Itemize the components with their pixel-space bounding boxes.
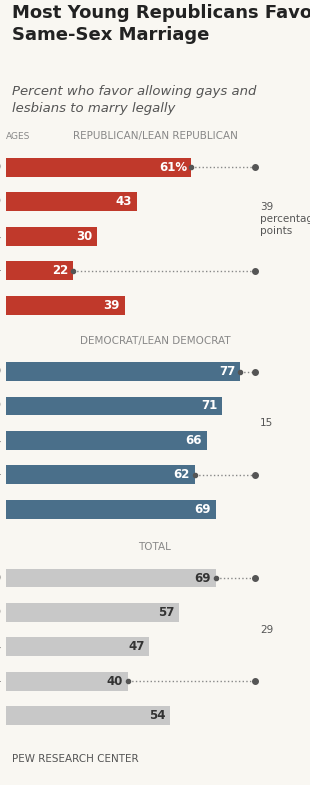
Text: 54: 54 <box>149 709 166 722</box>
Text: 65+: 65+ <box>0 469 2 481</box>
Bar <box>6 296 125 315</box>
Text: 30: 30 <box>77 230 93 243</box>
Text: 18-29: 18-29 <box>0 161 2 174</box>
Text: 50-64: 50-64 <box>0 230 2 243</box>
Text: 50-64: 50-64 <box>0 434 2 447</box>
Text: 50-64: 50-64 <box>0 641 2 653</box>
Bar <box>6 396 222 415</box>
Text: 30-49: 30-49 <box>0 400 2 412</box>
Text: Percent who favor allowing gays and
lesbians to marry legally: Percent who favor allowing gays and lesb… <box>12 85 257 115</box>
Text: 62: 62 <box>174 469 190 481</box>
Text: 30-49: 30-49 <box>0 195 2 208</box>
Text: 66: 66 <box>186 434 202 447</box>
Text: 65+: 65+ <box>0 265 2 277</box>
Text: All: All <box>0 502 2 516</box>
Bar <box>6 500 216 519</box>
Bar <box>6 466 194 484</box>
Text: DEMOCRAT/LEAN DEMOCRAT: DEMOCRAT/LEAN DEMOCRAT <box>80 335 230 345</box>
Text: 77: 77 <box>219 365 236 378</box>
Text: 18-29: 18-29 <box>0 571 2 585</box>
Text: TOTAL: TOTAL <box>139 542 171 552</box>
Bar <box>6 192 137 211</box>
Text: 22: 22 <box>52 265 69 277</box>
Bar <box>6 227 97 246</box>
Text: All: All <box>0 298 2 312</box>
Text: 61%: 61% <box>159 161 187 174</box>
Text: 29: 29 <box>260 625 273 634</box>
Text: 69: 69 <box>195 502 211 516</box>
Text: Most Young Republicans Favor
Same-Sex Marriage: Most Young Republicans Favor Same-Sex Ma… <box>12 4 310 45</box>
Text: 69: 69 <box>195 571 211 585</box>
Text: PEW RESEARCH CENTER: PEW RESEARCH CENTER <box>12 754 139 764</box>
Text: 39
percentage
points: 39 percentage points <box>260 203 310 236</box>
Text: All: All <box>0 709 2 722</box>
Bar <box>6 706 170 725</box>
Bar <box>6 568 216 587</box>
Text: 57: 57 <box>158 606 175 619</box>
Text: AGES: AGES <box>6 133 31 141</box>
Text: 71: 71 <box>201 400 217 412</box>
Text: 30-49: 30-49 <box>0 606 2 619</box>
Bar <box>6 362 240 381</box>
Bar <box>6 603 179 622</box>
Text: 47: 47 <box>128 641 144 653</box>
Text: REPUBLICAN/LEAN REPUBLICAN: REPUBLICAN/LEAN REPUBLICAN <box>73 131 237 141</box>
Text: 18-29: 18-29 <box>0 365 2 378</box>
Text: 15: 15 <box>260 418 273 428</box>
Text: 40: 40 <box>107 675 123 688</box>
Text: 43: 43 <box>116 195 132 208</box>
Bar <box>6 431 207 450</box>
Bar <box>6 637 149 656</box>
Bar <box>6 672 128 691</box>
Bar <box>6 158 192 177</box>
Text: 65+: 65+ <box>0 675 2 688</box>
Bar <box>6 261 73 280</box>
Text: 39: 39 <box>104 298 120 312</box>
